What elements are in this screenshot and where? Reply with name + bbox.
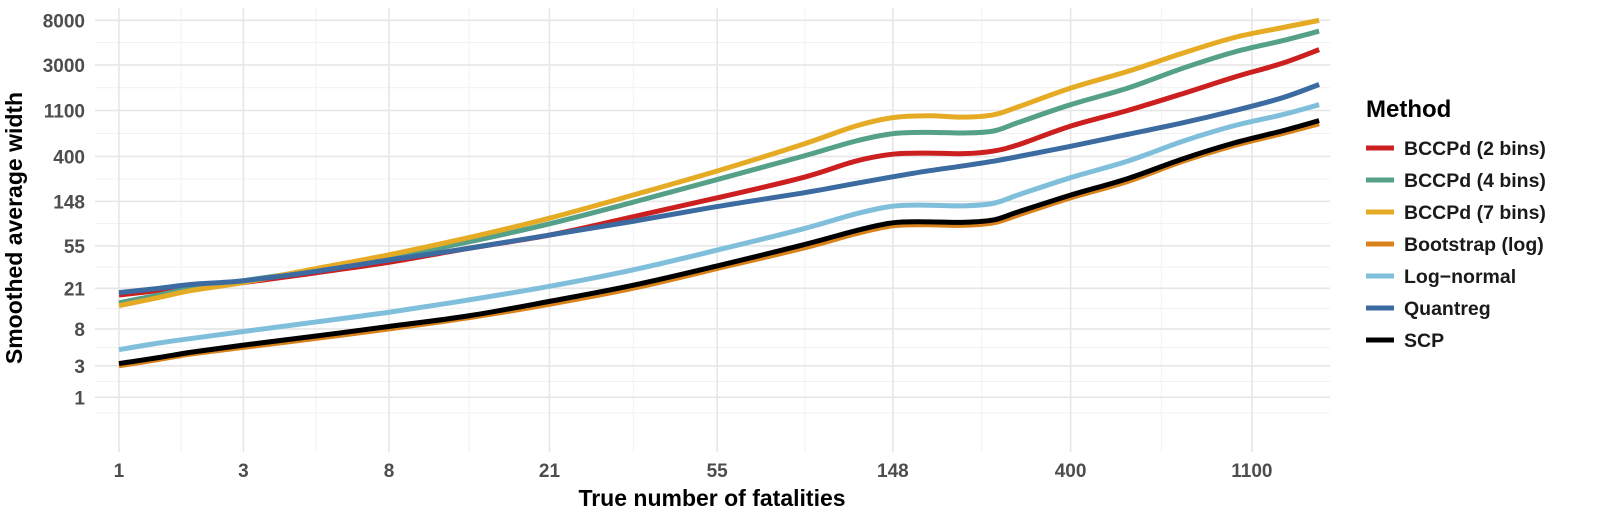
x-tick-label: 1100 [1231, 461, 1272, 482]
x-tick-label: 1 [114, 461, 125, 482]
y-axis-title: Smoothed average width [1, 92, 27, 364]
y-tick-label: 8 [74, 320, 85, 341]
legend-label-bootstrap-log: Bootstrap (log) [1404, 234, 1544, 256]
y-tick-label: 1 [74, 388, 85, 409]
series-lines [118, 17, 1320, 369]
x-tick-label: 21 [539, 461, 561, 482]
legend-items: BCCPd (2 bins) BCCPd (4 bins) BCCPd (7 bin… [1366, 138, 1546, 352]
y-tick-label: 8000 [43, 11, 85, 32]
y-tick-label: 3000 [43, 56, 85, 77]
y-tick-label: 148 [53, 192, 85, 213]
legend-label-bccpd-2-bins: BCCPd (2 bins) [1404, 138, 1546, 160]
x-axis-title: True number of fatalities [578, 485, 845, 511]
legend-label-bccpd-7-bins: BCCPd (7 bins) [1404, 202, 1546, 224]
legend-label-log-normal: Log−normal [1404, 266, 1516, 288]
x-tick-label: 148 [877, 461, 909, 482]
legend-label-quantreg: Quantreg [1404, 298, 1491, 320]
series-line-log-normal [118, 102, 1320, 353]
series-line-bccpd-4-bins [118, 28, 1320, 306]
grid-lines [95, 8, 1330, 452]
y-tick-label: 21 [64, 279, 86, 300]
x-tick-label: 55 [707, 461, 729, 482]
legend: Method BCCPd (2 bins)BCCPd (4 bins)BCCPd… [1366, 96, 1546, 352]
legend-title: Method [1366, 96, 1451, 123]
y-tick-label: 55 [64, 237, 86, 258]
y-tick-label: 1100 [44, 101, 85, 122]
series-line-scp [118, 118, 1320, 367]
legend-label-scp: SCP [1404, 330, 1444, 352]
x-tick-label: 3 [238, 461, 249, 482]
x-tick-label: 8 [384, 461, 395, 482]
y-tick-label: 3 [74, 357, 85, 378]
y-tick-label: 400 [53, 147, 85, 168]
x-axis-ticks: 1 3 8 21 55 148 400 1100 [114, 461, 1273, 482]
x-tick-label: 400 [1055, 461, 1087, 482]
legend-label-bccpd-4-bins: BCCPd (4 bins) [1404, 170, 1546, 192]
y-axis-ticks: 1 3 8 21 55 148 400 1100 3000 8000 [43, 11, 86, 409]
series-line-quantreg [118, 82, 1320, 296]
